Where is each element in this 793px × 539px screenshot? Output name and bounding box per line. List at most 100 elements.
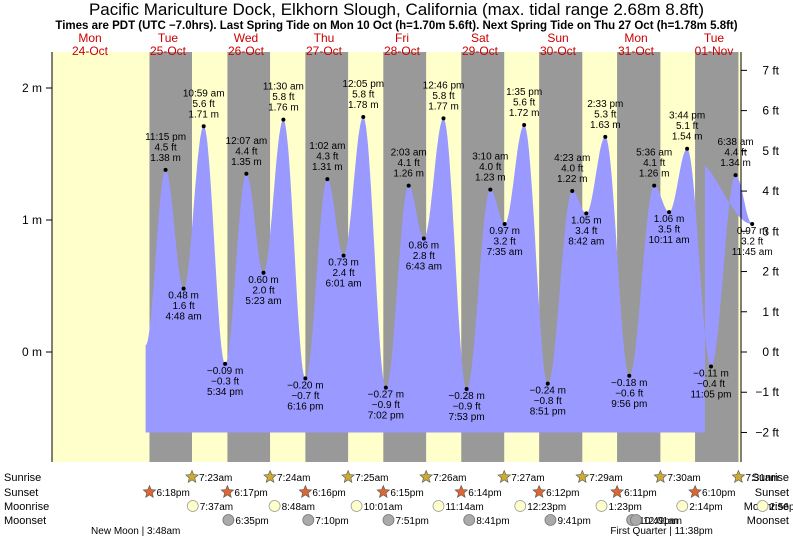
left-tick-label: 1 m <box>22 213 42 227</box>
sunset-icon <box>376 484 391 498</box>
moonrise-icon <box>514 500 527 512</box>
day-date: 31-Oct <box>618 44 655 58</box>
tide-feet: 5.6 ft <box>513 97 535 108</box>
sunset-icon <box>532 484 547 498</box>
tide-time: 5:34 pm <box>207 387 243 398</box>
tide-metres: 0.97 m <box>737 226 768 237</box>
tide-point <box>750 221 755 226</box>
tide-point <box>584 211 589 216</box>
moonset-time: 7:51pm <box>396 516 429 527</box>
tide-point <box>488 187 493 192</box>
tide-point <box>522 122 527 127</box>
sunrise-time: 7:31am <box>745 473 778 484</box>
moonset-time: 8:41pm <box>476 516 509 527</box>
tide-feet: 4.0 ft <box>561 163 583 174</box>
sunrise-icon <box>263 469 277 483</box>
tide-metres: 0.48 m <box>168 291 199 302</box>
tide-metres: 1.72 m <box>509 108 540 119</box>
moonrise-icon <box>268 500 281 512</box>
tide-time: 9:56 pm <box>611 399 647 410</box>
moonset-time: 7:10pm <box>315 516 348 527</box>
high-tide-label: 2:03 am4.1 ft1.26 m <box>391 148 427 180</box>
sunrise-time: 7:25am <box>355 473 388 484</box>
high-tide-label: 5:36 am4.1 ft1.26 m <box>636 148 672 180</box>
moonrise-icon <box>186 500 199 512</box>
sunrise-icon <box>419 469 434 483</box>
right-tick-label: 2 ft <box>762 265 779 279</box>
tide-metres: 0.73 m <box>328 258 359 269</box>
axes: 0 m 1 m 2 m −2 ft −1 ft 0 ft 1 ft 2 ft 3 ft 4 ft 5… <box>22 52 780 462</box>
moonrise-icon <box>350 500 363 512</box>
tide-metres: 1.54 m <box>672 132 703 143</box>
daylight-band <box>738 52 741 462</box>
sunset-icon <box>610 484 625 498</box>
tide-point <box>733 173 738 178</box>
tide-feet: 4.1 ft <box>643 158 665 169</box>
tide-time: 5:23 am <box>245 296 281 307</box>
chart-subtitle: Times are PDT (UTC −7.0hrs). Last Spring… <box>55 20 738 32</box>
day-date: 28-Oct <box>384 44 421 58</box>
sunset-icon <box>142 484 157 498</box>
day-of-week: Sun <box>547 31 568 45</box>
tide-metres: 0.86 m <box>409 240 440 251</box>
moon-phase-label: New Moon | 3:48am <box>91 526 180 537</box>
day-date: 24-Oct <box>72 44 109 58</box>
moonset-time: 9:41pm <box>557 516 590 527</box>
tide-feet: −0.6 ft <box>615 388 643 399</box>
tide-feet: 5.3 ft <box>594 109 616 120</box>
row-label-right: Sunset <box>755 487 789 499</box>
tide-point <box>441 116 446 121</box>
tide-point <box>303 376 308 381</box>
tide-feet: 4.5 ft <box>154 142 176 153</box>
tide-metres: 1.06 m <box>654 214 685 225</box>
tide-metres: 1.22 m <box>557 174 588 185</box>
moonset-time: 6:35pm <box>235 516 268 527</box>
tide-metres: 1.35 m <box>231 157 262 168</box>
left-tick-label: 2 m <box>22 81 42 95</box>
day-date: 27-Oct <box>306 44 343 58</box>
sunset-time: 6:10pm <box>702 488 735 499</box>
tide-time: 7:35 am <box>487 247 523 258</box>
moonset-icon <box>222 514 235 526</box>
tide-feet: −0.3 ft <box>211 376 239 387</box>
low-tide-label: 1.05 m3.4 ft8:42 am <box>568 215 604 247</box>
tide-metres: 1.63 m <box>590 120 621 131</box>
tide-time: 10:11 am <box>649 235 690 246</box>
tide-feet: 4.0 ft <box>479 162 501 173</box>
tide-feet: 4.4 ft <box>724 148 746 159</box>
tide-time: 2:33 pm <box>587 99 623 110</box>
tide-metres: −0.20 m <box>287 380 323 391</box>
tide-metres: −0.09 m <box>207 366 243 377</box>
tide-time: 2:03 am <box>391 148 427 159</box>
right-tick-label: 1 ft <box>762 305 779 319</box>
tide-point <box>502 221 507 226</box>
sunrise-icon <box>185 469 199 483</box>
low-tide-label: 0.60 m2.0 ft5:23 am <box>245 275 281 307</box>
tide-feet: 2.8 ft <box>413 251 435 262</box>
tide-time: 5:36 am <box>636 148 672 159</box>
sunrise-time: 7:29am <box>589 473 622 484</box>
low-tide-label: −0.28 m−0.9 ft7:53 pm <box>448 391 484 423</box>
low-tide-label: −0.24 m−0.8 ft8:51 pm <box>530 386 566 418</box>
right-tick-label: 3 ft <box>762 224 779 238</box>
tide-time: 12:46 pm <box>423 80 465 91</box>
moonrise-icon <box>595 500 608 512</box>
tide-feet: −0.9 ft <box>453 401 481 412</box>
moonset-icon <box>630 514 642 526</box>
moonset-time: 10:49pm <box>639 516 678 527</box>
high-tide-label: 1:02 am4.3 ft1.31 m <box>309 141 345 173</box>
left-tick-label: 0 m <box>22 345 42 359</box>
tide-feet: 2.0 ft <box>252 285 274 296</box>
low-tide-label: −0.27 m−0.9 ft7:02 pm <box>368 390 404 422</box>
sunrise-time: 7:24am <box>277 473 310 484</box>
sunrise-time: 7:23am <box>199 473 232 484</box>
tide-point <box>570 188 575 193</box>
sunrise-icon <box>731 469 746 483</box>
day-date: 26-Oct <box>228 44 265 58</box>
sunrise-time: 7:26am <box>433 473 466 484</box>
tide-time: 7:02 pm <box>368 411 404 422</box>
